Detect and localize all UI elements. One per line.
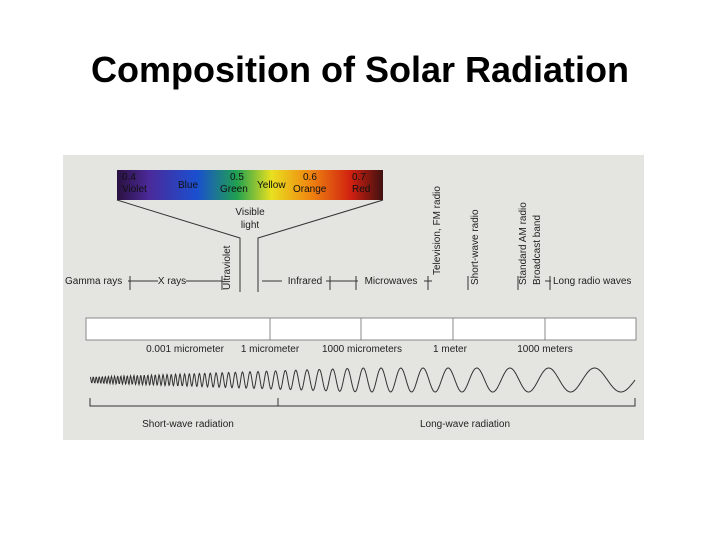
scale-label: 0.001 micrometer	[146, 344, 224, 355]
radiation-label: Long-wave radiation	[420, 419, 510, 430]
spectrum-label: 0.5	[230, 172, 244, 183]
region-label: Standard AM radio	[518, 202, 529, 285]
region-label: Long radio waves	[553, 276, 631, 287]
wave	[90, 367, 636, 393]
region-label: Short-wave radio	[470, 209, 481, 285]
radiation-label: Short-wave radiation	[142, 419, 234, 430]
region-label: Microwaves	[365, 276, 418, 287]
spectrum-label: 0.7	[352, 172, 366, 183]
title: Composition of Solar Radiation	[91, 49, 629, 90]
spectrum-bar	[117, 170, 383, 200]
scale-label: 1000 micrometers	[322, 344, 402, 355]
region-label: X rays	[158, 276, 186, 287]
scale-label: 1 micrometer	[241, 344, 300, 355]
region-label: Ultraviolet	[222, 245, 233, 290]
spectrum-label: Yellow	[257, 180, 286, 191]
spectrum-label: Orange	[293, 184, 327, 195]
region-label: Gamma rays	[65, 276, 122, 287]
spectrum-label: Blue	[178, 180, 198, 191]
scale: 0.001 micrometer 1 micrometer 1000 microme…	[146, 318, 573, 355]
scale-label: 1000 meters	[517, 344, 573, 355]
region-label: Television, FM radio	[432, 186, 443, 275]
region-label: Broadcast band	[532, 215, 543, 285]
visible-line	[257, 199, 384, 292]
spectrum-label: 0.6	[303, 172, 317, 183]
scale-label: 1 meter	[433, 344, 468, 355]
visible-label: light	[241, 220, 260, 231]
region-label: Infrared	[288, 276, 322, 287]
regions: Gamma rays X rays Ultraviolet Infrared Micro…	[65, 186, 631, 290]
bracket	[89, 398, 636, 407]
figure-panel	[63, 155, 644, 440]
visible-line	[116, 199, 241, 292]
spectrum-label: Violet	[122, 184, 147, 195]
spectrum-label: 0.4	[122, 172, 136, 183]
visible-label: Visible	[235, 207, 265, 218]
spectrum-label: Red	[352, 184, 370, 195]
spectrum-label: Green	[220, 184, 248, 195]
